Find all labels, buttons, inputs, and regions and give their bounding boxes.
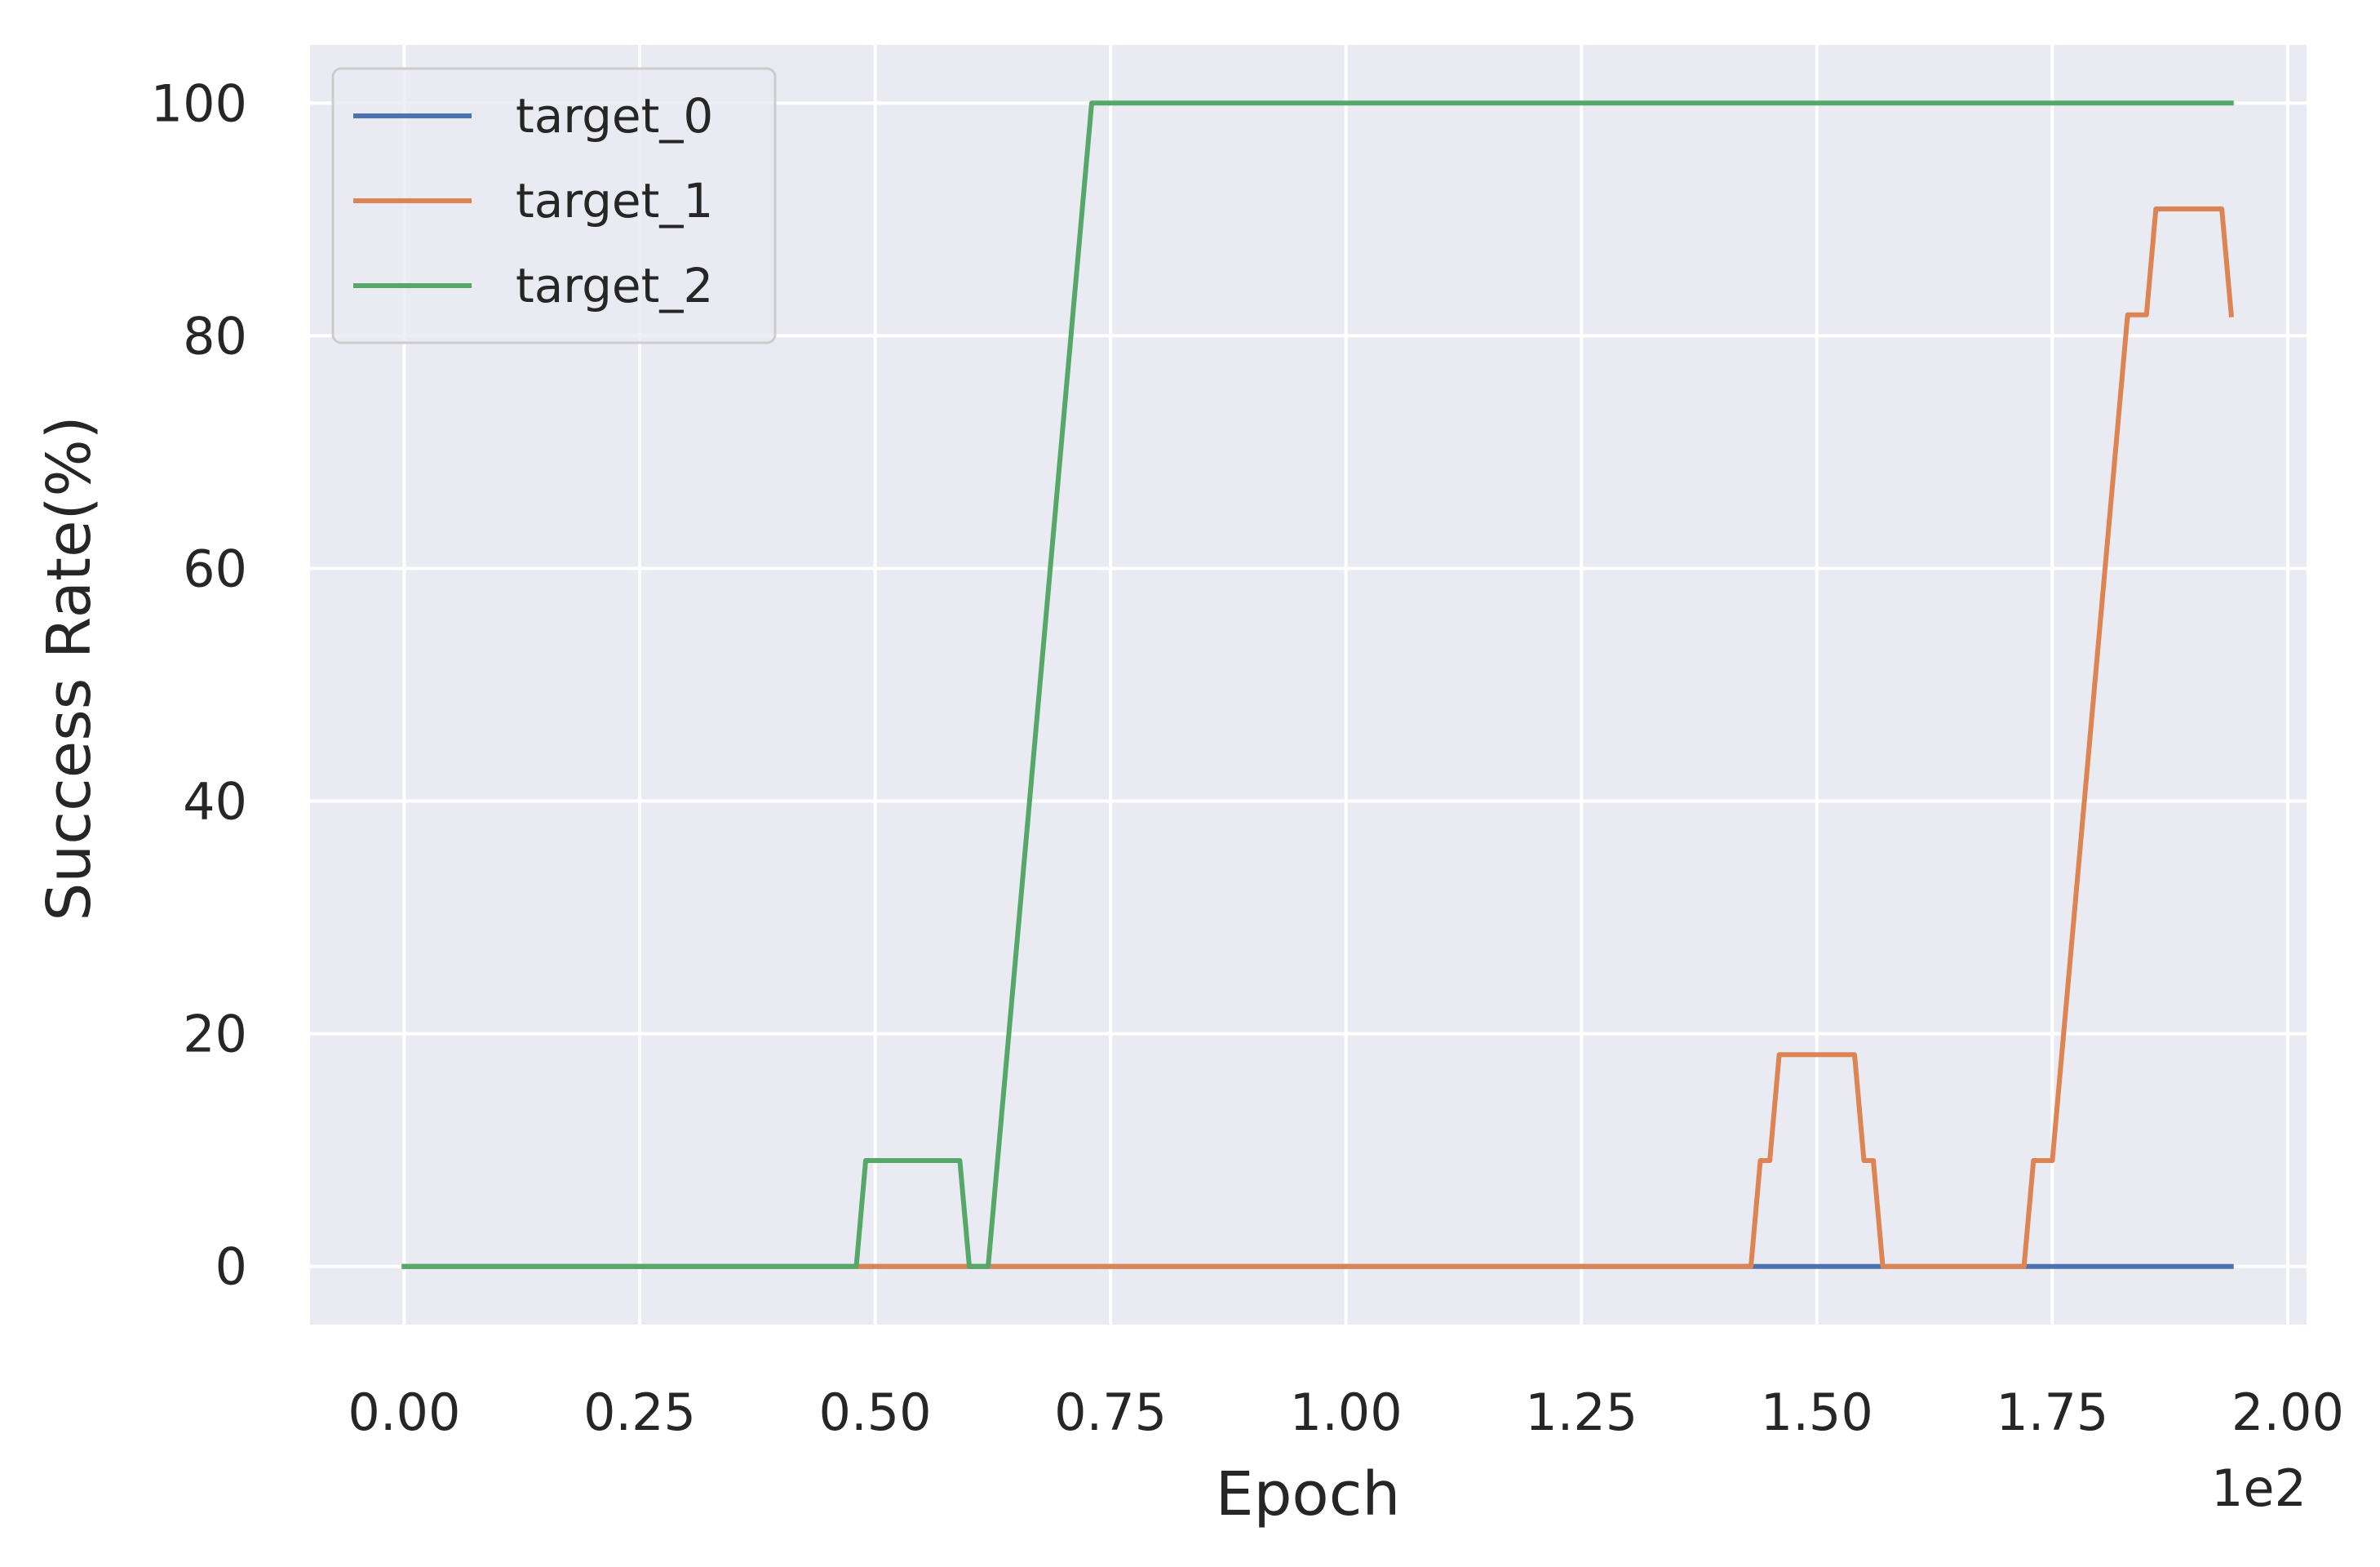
x-tick-labels: 0.00 0.25 0.50 0.75 1.00 1.25 1.50 1.75 2.00 <box>348 1383 2344 1442</box>
x-tick-label: 1.75 <box>1996 1383 2108 1442</box>
y-tick-label: 40 <box>183 772 247 832</box>
x-tick-label: 1.00 <box>1290 1383 1403 1442</box>
x-tick-label: 0.00 <box>348 1383 460 1442</box>
x-tick-label: 1.50 <box>1761 1383 1873 1442</box>
legend-box <box>331 67 777 344</box>
x-tick-label: 0.25 <box>583 1383 696 1442</box>
y-tick-label: 0 <box>215 1237 247 1297</box>
x-tick-label: 0.75 <box>1054 1383 1167 1442</box>
series-layer <box>401 100 2234 1269</box>
y-tick-label: 60 <box>183 539 247 598</box>
x-axis-offset-text: 1e2 <box>2211 1458 2307 1518</box>
legend-label: target_1 <box>516 173 713 229</box>
x-tick-label: 2.00 <box>2232 1383 2344 1442</box>
x-tick-label: 0.50 <box>819 1383 932 1442</box>
x-tick-label: 1.25 <box>1525 1383 1638 1442</box>
y-tick-labels: 0 20 40 60 80 100 <box>151 73 247 1296</box>
series-line-target_2 <box>401 100 2234 1269</box>
legend-items: target_0 target_1 target_2 <box>353 88 713 313</box>
x-axis-label: Epoch <box>1216 1459 1401 1529</box>
series-line-target_1 <box>401 206 2234 1269</box>
y-tick-label: 20 <box>183 1005 247 1064</box>
y-tick-label: 100 <box>151 73 247 133</box>
y-tick-label: 80 <box>183 306 247 366</box>
legend-label: target_2 <box>516 258 713 313</box>
legend-label: target_0 <box>516 88 713 144</box>
legend: target_0 target_1 target_2 <box>331 67 777 344</box>
y-axis-label: Success Rate(%) <box>34 415 104 921</box>
